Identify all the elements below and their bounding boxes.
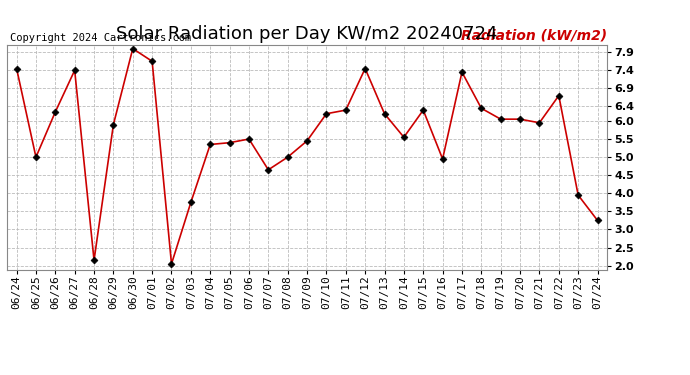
Text: Radiation (kW/m2): Radiation (kW/m2): [461, 29, 607, 43]
Title: Solar Radiation per Day KW/m2 20240724: Solar Radiation per Day KW/m2 20240724: [117, 26, 497, 44]
Text: Copyright 2024 Cartronics.com: Copyright 2024 Cartronics.com: [10, 33, 191, 43]
